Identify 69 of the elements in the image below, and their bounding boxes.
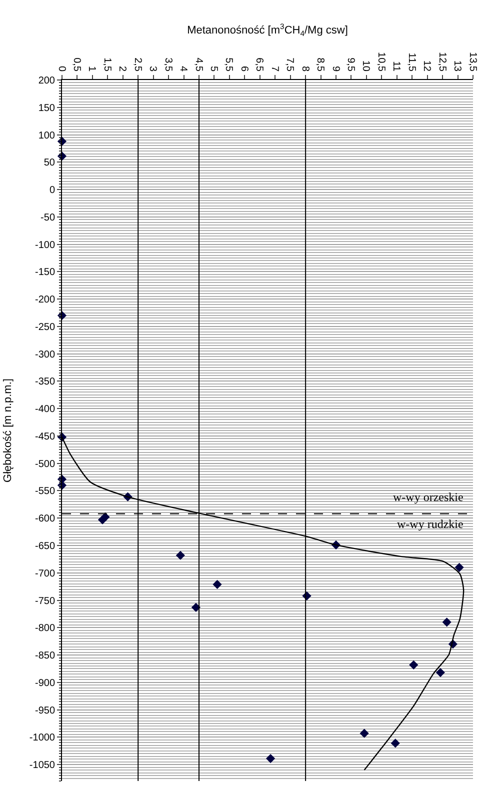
x-tick-label: 13 (452, 60, 463, 72)
x-tick-label: 5,5 (223, 58, 234, 72)
x-tick-label: 0,5 (70, 58, 82, 72)
y-tick-label: -250 (34, 322, 56, 333)
point (266, 754, 276, 764)
x-tick-label: 2 (116, 66, 128, 72)
x-tick-label: 9,5 (344, 58, 356, 72)
x-tick-label: 3 (147, 66, 158, 72)
y-axis-title: Głębokość [m n.p.m.] (2, 378, 14, 482)
y-tick-label: -150 (34, 267, 56, 278)
point (191, 602, 201, 612)
y-tick-label: -800 (34, 623, 56, 634)
x-tick-label: 12 (421, 60, 432, 72)
x-tick-label: 6,5 (254, 58, 265, 72)
point (409, 660, 418, 670)
point (454, 562, 464, 572)
y-tick-label: -400 (34, 404, 56, 416)
x-tick-label: 7,5 (284, 58, 296, 72)
y-tick-label: -650 (34, 541, 56, 552)
x-tick-label: 1 (86, 66, 98, 72)
y-tick-label: -950 (34, 705, 56, 716)
y-tick-label: -500 (34, 458, 56, 470)
x-tick-label: 4,5 (192, 58, 204, 72)
x-tick-label: 7 (268, 66, 280, 72)
x-tick-label: 6 (238, 66, 250, 72)
x-tick-label: 8 (299, 66, 310, 72)
x-tick-label: 4 (178, 66, 189, 72)
point (176, 550, 185, 560)
y-tick-label: -100 (34, 240, 56, 251)
annotation: w-wy orzeskie (393, 490, 464, 504)
y-tick-label: -600 (34, 514, 56, 525)
x-tick-label: 13,5 (466, 52, 478, 72)
y-tick-label: -700 (34, 568, 56, 580)
y-tick-label: -300 (34, 349, 56, 360)
x-tick-label: 10,5 (375, 52, 386, 72)
y-tick-label: -1050 (29, 760, 56, 772)
y-tick-label: -350 (34, 376, 56, 388)
x-tick-label: 10 (360, 60, 372, 72)
y-tick-label: -550 (34, 486, 56, 498)
x-tick-label: 11 (390, 61, 402, 72)
y-tick-label: 200 (38, 76, 56, 86)
point (360, 728, 369, 738)
y-tick-label: -850 (34, 650, 56, 662)
y-tick-label: 150 (38, 102, 56, 114)
point (390, 738, 400, 748)
x-tick-label: 11,5 (406, 52, 417, 72)
y-tick-label: -1000 (29, 732, 56, 744)
point (100, 512, 110, 522)
y-tick-label: -450 (34, 431, 56, 442)
annotation: w-wy rudzkie (397, 517, 464, 531)
x-tick-label: 1,5 (101, 58, 112, 72)
y-tick-label: -200 (34, 294, 56, 306)
x-tick-label: 3,5 (162, 58, 174, 72)
x-tick-label: 0 (56, 66, 67, 72)
y-tick-label: 0 (49, 185, 56, 196)
x-axis-title: Metanonośność [m$^{3}$CH$_{4}$/Mg csw] (187, 22, 348, 38)
x-tick-label: 8,5 (314, 58, 326, 72)
y-tick-label: -900 (34, 678, 56, 689)
x-tick-label: 2,5 (132, 58, 143, 72)
x-tick-label: 5 (208, 66, 219, 72)
y-tick-label: -50 (40, 212, 56, 224)
x-tick-label: 12,5 (436, 52, 448, 72)
x-tick-label: 9 (330, 66, 341, 72)
y-tick-label: -750 (34, 596, 56, 607)
point (442, 618, 452, 627)
y-tick-label: 100 (38, 130, 56, 142)
point (436, 668, 445, 678)
point (212, 580, 222, 589)
y-tick-label: 50 (44, 158, 56, 169)
